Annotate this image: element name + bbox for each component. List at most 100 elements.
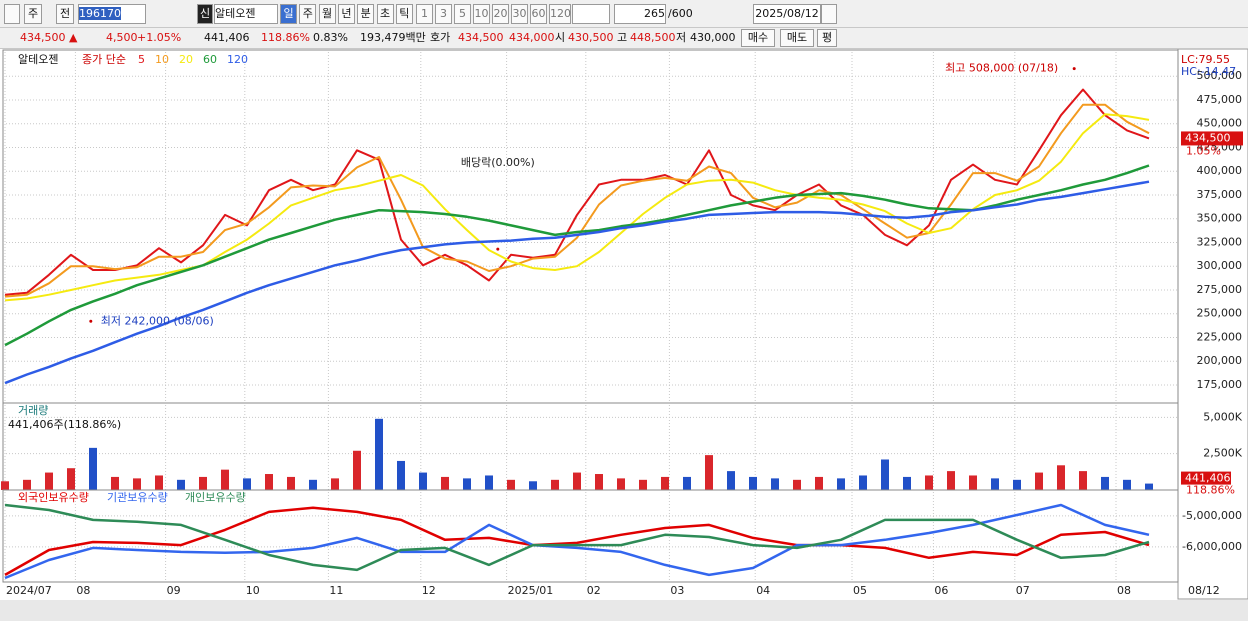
volume-bar bbox=[243, 478, 251, 490]
volume-bar bbox=[837, 478, 845, 490]
legend-entry: 20 bbox=[179, 53, 193, 66]
stock-name[interactable]: 알테오젠 bbox=[214, 4, 278, 24]
x-tick-label: 07 bbox=[1016, 584, 1030, 597]
y-tick-label: 300,000 bbox=[1197, 259, 1243, 272]
x-tick-label: 08 bbox=[1117, 584, 1131, 597]
dropdown[interactable] bbox=[572, 4, 610, 24]
y-tick-label: 275,000 bbox=[1197, 283, 1243, 296]
minute-btn[interactable]: 60 bbox=[530, 4, 547, 24]
volume-bar bbox=[771, 478, 779, 490]
volume-bar bbox=[265, 474, 273, 490]
minute-btn[interactable]: 10 bbox=[473, 4, 490, 24]
minute-btn[interactable]: 30 bbox=[511, 4, 528, 24]
volume-bar bbox=[221, 469, 229, 490]
panel-title: 거래량 bbox=[18, 404, 48, 417]
annotation: 최고 508,000 (07/18) bbox=[945, 62, 1058, 75]
x-tick-label: 02 bbox=[587, 584, 601, 597]
volume-bar bbox=[111, 476, 119, 490]
minute-btn[interactable]: 5 bbox=[454, 4, 471, 24]
y-tick-label: 350,000 bbox=[1197, 212, 1243, 225]
legend-entry: 개인보유수량 bbox=[185, 491, 246, 504]
buy-btn[interactable]: 매수 bbox=[741, 29, 775, 47]
volume-bar bbox=[353, 450, 361, 490]
volume-bar bbox=[463, 478, 471, 490]
bid-label: 호가 bbox=[430, 31, 451, 44]
x-tick-label: 10 bbox=[246, 584, 260, 597]
y-tick-label: 325,000 bbox=[1197, 235, 1243, 248]
legend-entry: 외국인보유수량 bbox=[18, 491, 89, 504]
open: 430,500 bbox=[568, 31, 614, 44]
calendar[interactable] bbox=[821, 4, 837, 24]
last-volume-rate: 118.86% bbox=[1186, 484, 1235, 497]
last-volume: 441,406 bbox=[1185, 472, 1231, 485]
minute-btn[interactable]: 3 bbox=[435, 4, 452, 24]
panel-subtitle: 441,406주(118.86%) bbox=[8, 418, 121, 431]
volume-bar bbox=[331, 478, 339, 490]
volume-bar bbox=[925, 475, 933, 490]
price: 434,500 ▲ bbox=[20, 31, 78, 44]
x-tick-label: 08 bbox=[76, 584, 90, 597]
chart-bg bbox=[0, 49, 1248, 621]
volume-bar bbox=[727, 471, 735, 490]
open-label: 시 bbox=[555, 31, 566, 44]
volume-bar bbox=[1123, 479, 1131, 490]
quote-bar: 434,500 ▲ 4,500 +1.05% 441,406 118.86% 0… bbox=[0, 28, 1248, 49]
code: 196170 bbox=[79, 7, 121, 20]
date[interactable]: 2025/08/12 bbox=[753, 4, 821, 24]
volume-bar bbox=[903, 476, 911, 490]
x-tick-label: 06 bbox=[934, 584, 948, 597]
low-label: 저 bbox=[676, 31, 687, 44]
period-type[interactable]: 주 bbox=[24, 4, 42, 24]
scrollbar[interactable] bbox=[0, 600, 1248, 621]
unit-btn[interactable]: 분 bbox=[357, 4, 375, 24]
volume-bar bbox=[551, 479, 559, 490]
panel-frame bbox=[2, 489, 1179, 583]
unit-btn[interactable]: 초 bbox=[376, 4, 394, 24]
legend-entry: 10 bbox=[155, 53, 169, 66]
annotation-point bbox=[1072, 67, 1076, 71]
series-line bbox=[4, 164, 1150, 347]
volume-bar bbox=[1101, 476, 1109, 490]
volume-bar bbox=[155, 475, 163, 490]
minute-btn[interactable]: 20 bbox=[492, 4, 509, 24]
badge: 신 bbox=[197, 4, 213, 24]
unit-btn[interactable]: 일 bbox=[280, 4, 297, 24]
minute-btn[interactable]: 120 bbox=[549, 4, 571, 24]
code-input[interactable]: 196170 bbox=[78, 4, 146, 24]
x-tick-label: 04 bbox=[756, 584, 770, 597]
unit-btn[interactable]: 월 bbox=[318, 4, 336, 24]
volume-bar bbox=[177, 479, 185, 490]
x-tick-label: 03 bbox=[670, 584, 684, 597]
chart: 175,000 200,000 225,000 250,000 275,000 300,0… bbox=[0, 49, 1248, 621]
volume-bar bbox=[881, 459, 889, 490]
high-label: 고 bbox=[617, 31, 628, 44]
legend-entry: 5 bbox=[138, 53, 145, 66]
volume-bar bbox=[617, 478, 625, 490]
max: /600 bbox=[668, 7, 693, 20]
sell-btn[interactable]: 매도 bbox=[780, 29, 814, 47]
legend-title: 종가 단순 bbox=[82, 53, 126, 66]
y-tick-label: 225,000 bbox=[1197, 330, 1243, 343]
eval-btn[interactable]: 평 bbox=[817, 29, 837, 47]
legend-entry: 60 bbox=[203, 53, 217, 66]
unit-btn[interactable]: 틱 bbox=[395, 4, 413, 24]
volume-bar bbox=[947, 471, 955, 490]
minute-btn[interactable]: 1 bbox=[416, 4, 433, 24]
unit-btn[interactable]: 년 bbox=[337, 4, 355, 24]
volume-bar bbox=[705, 455, 713, 490]
unit-btn[interactable]: 주 bbox=[299, 4, 317, 24]
menu-icon[interactable] bbox=[4, 4, 20, 24]
last-price-box bbox=[1181, 131, 1243, 146]
volume-bar bbox=[375, 418, 383, 490]
count[interactable]: 265 bbox=[614, 4, 666, 24]
volume-bar bbox=[45, 472, 53, 490]
volume-bar bbox=[1, 481, 9, 490]
indicator: LC:79.55 bbox=[1181, 53, 1230, 66]
last-rate: 1.05% bbox=[1186, 144, 1221, 157]
volume-bar bbox=[507, 479, 515, 490]
volume-bar bbox=[815, 476, 823, 490]
legend-entry: 120 bbox=[227, 53, 248, 66]
volume-bar bbox=[749, 476, 757, 490]
prev-btn[interactable]: 전 bbox=[56, 4, 74, 24]
annotation: 배당락(0.00%) bbox=[461, 156, 535, 169]
